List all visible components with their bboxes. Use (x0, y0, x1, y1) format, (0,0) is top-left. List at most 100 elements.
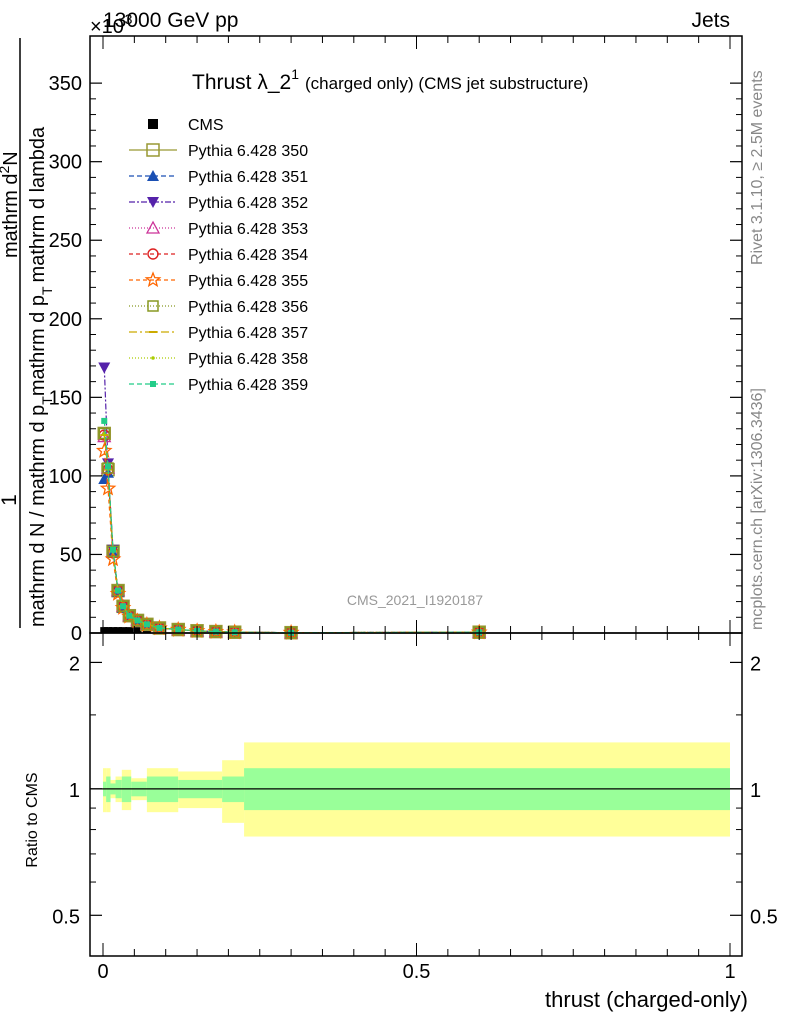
legend-label: CMS (188, 117, 224, 134)
legend-marker (144, 271, 162, 288)
ratio-y-tick-label: 0.5 (52, 906, 80, 928)
data-point (231, 629, 238, 636)
header-left-label: 13000 GeV pp (103, 9, 238, 32)
ratio-y-ticks: 0.5 0.5 1 1 2 2 (52, 653, 778, 928)
legend-marker (147, 197, 159, 208)
y-tick-label: 300 (49, 152, 82, 174)
legend-label: Pythia 6.428 358 (188, 351, 308, 368)
data-point (99, 479, 117, 496)
data-point (126, 612, 133, 619)
legend-label: Pythia 6.428 353 (188, 221, 308, 238)
legend-label: Pythia 6.428 354 (188, 247, 308, 264)
legend-label: Pythia 6.428 359 (188, 377, 308, 394)
y-label-denom-sub: T (39, 396, 55, 405)
legend-entry: Pythia 6.428 356 (129, 299, 308, 316)
legend-marker (145, 220, 161, 234)
legend-entry: Pythia 6.428 354 (129, 247, 308, 264)
main-x-ticks (102, 36, 731, 633)
x-tick-label: 1 (724, 961, 735, 983)
ratio-y-tick-label-right: 0.5 (750, 906, 778, 928)
data-point (101, 417, 108, 424)
data-point (125, 627, 134, 634)
series-6 (95, 442, 488, 640)
series-2 (98, 466, 486, 638)
legend: CMS Pythia 6.428 350 Pythia 6.428 351 Pythi… (129, 117, 308, 394)
ratio-y-tick-label: 2 (69, 653, 80, 675)
y-tick-label: 350 (49, 73, 82, 95)
series-line (103, 450, 480, 634)
ratio-y-tick-label-right: 1 (750, 780, 761, 802)
legend-marker (148, 119, 158, 129)
exponent-label: ×10 (90, 16, 124, 38)
legend-entry: Pythia 6.428 352 (129, 195, 308, 212)
legend-entry: Pythia 6.428 355 (129, 271, 308, 290)
data-point (98, 362, 111, 374)
legend-marker (150, 381, 156, 387)
y-label-one: 1 (0, 494, 21, 506)
main-y-ticks: 0 50 100 150 200 250 300 350 (49, 73, 742, 645)
series-line (103, 470, 480, 634)
legend-label: Pythia 6.428 351 (188, 169, 308, 186)
legend-label: Pythia 6.428 357 (188, 325, 308, 342)
y-tick-label: 200 (49, 309, 82, 331)
y-label-top-tail: N (0, 151, 22, 165)
main-series (95, 362, 488, 640)
y-label-denom-tail-sub: T (39, 286, 55, 295)
data-point (117, 600, 129, 613)
data-point (175, 626, 182, 633)
legend-marker (151, 356, 155, 360)
legend-entry: Pythia 6.428 353 (129, 220, 308, 238)
data-point (133, 627, 142, 634)
y-label-top-sup: 2 (0, 166, 12, 174)
y-label-denom-tail: mathrm d p (27, 295, 49, 396)
legend-label: Pythia 6.428 352 (188, 195, 308, 212)
legend-label: Pythia 6.428 356 (188, 299, 308, 316)
ratio-y-tick-label: 1 (69, 780, 80, 802)
data-point (105, 463, 112, 470)
watermark: CMS_2021_I1920187 (347, 592, 483, 608)
data-point (114, 627, 123, 634)
chart-title: Thrust λ_21 (charged only) (CMS jet subst… (192, 66, 588, 94)
legend-entry: Pythia 6.428 359 (129, 377, 308, 394)
main-panel: 0 50 100 150 200 250 300 350 Thrust λ_21 (charge… (49, 35, 743, 645)
legend-marker (147, 170, 159, 181)
data-point (141, 618, 153, 631)
y-axis-label: 1 mathrm d N / mathrm d pTmathrm d pTmat… (0, 38, 55, 628)
data-point (143, 621, 150, 628)
y-tick-label: 0 (71, 623, 82, 645)
legend-label: Pythia 6.428 355 (188, 273, 308, 290)
y-label-denom-part1: mathrm d N / mathrm d p (27, 405, 49, 627)
data-point (120, 603, 127, 610)
exponent-power: -3 (120, 11, 133, 27)
data-point (212, 628, 219, 635)
y-label-numerator: mathrm d2N (0, 151, 22, 258)
y-label-denominator: mathrm d N / mathrm d pTmathrm d pTmathr… (27, 126, 55, 627)
data-point (119, 627, 128, 634)
legend-marker (147, 300, 159, 312)
x-tick-label: 0 (97, 961, 108, 983)
legend-marker (146, 143, 160, 157)
y-tick-label: 50 (60, 544, 82, 566)
data-point (104, 627, 113, 634)
mcplots-label: mcplots.cern.ch [arXiv:1306.3436] (749, 388, 766, 630)
legend-marker (147, 248, 159, 260)
chart-title-main: Thrust λ_2 (192, 71, 291, 94)
data-point (115, 587, 122, 594)
data-point (109, 627, 118, 634)
ratio-x-ticks: 0 0.5 1 (97, 633, 736, 983)
y-tick-label: 100 (49, 466, 82, 488)
data-point (110, 546, 117, 553)
chart-title-sup: 1 (291, 66, 299, 82)
y-tick-label: 250 (49, 230, 82, 252)
ratio-bands (103, 742, 730, 837)
legend-entry: Pythia 6.428 351 (129, 169, 308, 186)
header-right-label: Jets (691, 9, 730, 32)
y-label-top: mathrm d (0, 174, 22, 258)
data-point (97, 429, 112, 443)
data-point (156, 624, 163, 631)
legend-entry: Pythia 6.428 358 (129, 351, 308, 368)
y-label-denom-tail2: mathrm d lambda (27, 126, 49, 282)
legend-label: Pythia 6.428 350 (188, 143, 308, 160)
rivet-label: Rivet 3.1.10, ≥ 2.5M events (749, 70, 766, 265)
